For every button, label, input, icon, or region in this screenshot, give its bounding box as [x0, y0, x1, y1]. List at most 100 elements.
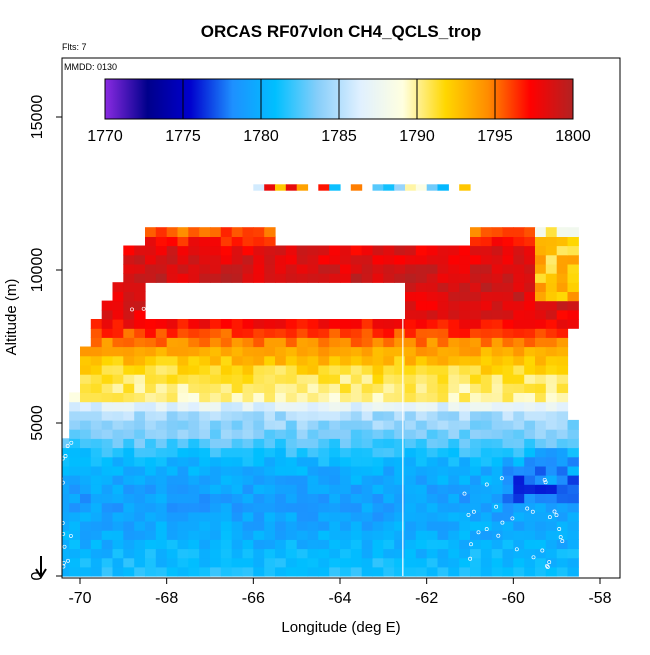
heatmap-cell — [220, 328, 233, 338]
heatmap-cell — [567, 438, 579, 449]
track-point — [40, 534, 43, 537]
heatmap-cell — [480, 502, 493, 513]
heatmap-cell — [415, 383, 428, 393]
heatmap-cell — [210, 319, 222, 329]
heatmap-cell — [513, 309, 525, 320]
heatmap-cell — [145, 328, 157, 338]
heatmap-cell — [145, 236, 157, 247]
heatmap-cell — [405, 282, 417, 292]
heatmap-cell — [199, 355, 211, 366]
heatmap-cell — [361, 520, 374, 531]
heatmap-cell — [437, 328, 449, 338]
heatmap-cell — [426, 493, 439, 504]
heatmap-cell — [480, 291, 493, 302]
heatmap-cell — [285, 245, 298, 256]
heatmap-cell — [253, 328, 265, 338]
heatmap-cell — [502, 484, 514, 494]
track-point — [56, 483, 59, 486]
heatmap-cell — [372, 511, 384, 522]
heatmap-cell — [545, 456, 558, 467]
heatmap-cell — [394, 557, 406, 568]
heatmap-cell — [210, 254, 222, 265]
heatmap-cell — [437, 374, 449, 384]
heatmap-cell — [318, 566, 330, 577]
heatmap-cell — [155, 429, 168, 439]
heatmap-cell — [415, 557, 428, 568]
heatmap-cell — [448, 539, 460, 550]
heatmap-cell — [145, 319, 157, 329]
heatmap-cell — [318, 502, 330, 513]
heatmap-cell — [567, 539, 579, 550]
heatmap-cell — [242, 337, 254, 348]
heatmap-cell — [177, 548, 189, 559]
heatmap-cell — [415, 337, 428, 348]
heatmap-cell — [437, 548, 449, 559]
heatmap-cell — [123, 355, 135, 366]
heatmap-cell — [166, 263, 179, 274]
heatmap-cell — [513, 511, 525, 522]
heatmap-cell — [567, 291, 579, 302]
heatmap-cell — [285, 465, 298, 476]
heatmap-cell — [556, 429, 569, 439]
heatmap-cell — [166, 383, 179, 393]
heatmap-cell — [264, 328, 276, 338]
heatmap-cell — [285, 502, 298, 513]
heatmap-cell — [296, 548, 309, 559]
heatmap-cell — [253, 337, 265, 348]
heatmap-cell — [426, 184, 439, 191]
heatmap-cell — [307, 392, 319, 403]
heatmap-cell — [415, 475, 428, 485]
heatmap-cell — [307, 346, 319, 357]
heatmap-cell — [426, 520, 439, 531]
heatmap-cell — [253, 475, 265, 485]
heatmap-cell — [177, 328, 189, 338]
heatmap-cell — [242, 355, 254, 366]
heatmap-cell — [383, 392, 395, 403]
heatmap-cell — [459, 475, 471, 485]
heatmap-cell — [545, 447, 558, 458]
heatmap-cell — [502, 456, 514, 467]
heatmap-cell — [188, 493, 200, 504]
heatmap-cell — [112, 328, 124, 338]
heatmap-cell — [253, 484, 265, 494]
heatmap-cell — [166, 236, 179, 247]
heatmap-cell — [350, 401, 363, 412]
heatmap-cell — [405, 364, 417, 375]
heatmap-cell — [329, 429, 341, 439]
heatmap-cell — [48, 558, 59, 568]
heatmap-cell — [437, 493, 449, 504]
heatmap-cell — [426, 383, 439, 393]
heatmap-cell — [134, 273, 146, 283]
heatmap-cell — [524, 337, 536, 348]
heatmap-cell — [275, 383, 287, 393]
heatmap-cell — [426, 401, 439, 412]
heatmap-cell — [80, 475, 92, 485]
heatmap-cell — [253, 530, 265, 540]
heatmap-cell — [199, 245, 211, 256]
heatmap-cell — [524, 383, 536, 393]
heatmap-cell — [188, 401, 200, 412]
heatmap-cell — [275, 465, 287, 476]
heatmap-cell — [166, 557, 179, 568]
heatmap-cell — [524, 282, 536, 292]
heatmap-cell — [350, 548, 363, 559]
heatmap-cell — [556, 539, 569, 550]
heatmap-cell — [112, 309, 124, 320]
heatmap-cell — [437, 520, 449, 531]
x-tick-label: -62 — [415, 590, 438, 607]
track-point — [54, 526, 57, 529]
heatmap-cell — [361, 254, 374, 265]
heatmap-cell — [480, 493, 493, 504]
heatmap-cell — [372, 502, 384, 513]
plot-frame — [61, 57, 621, 579]
heatmap-cell — [80, 456, 92, 467]
heatmap-cell — [361, 273, 374, 283]
heatmap-cell — [394, 429, 406, 439]
heatmap-cell — [307, 502, 319, 513]
heatmap-cell — [177, 493, 189, 504]
track-point — [235, 301, 240, 306]
heatmap-cell — [340, 484, 352, 494]
heatmap-cell — [556, 530, 569, 540]
heatmap-cell — [80, 502, 92, 513]
heatmap-cell — [502, 337, 514, 348]
